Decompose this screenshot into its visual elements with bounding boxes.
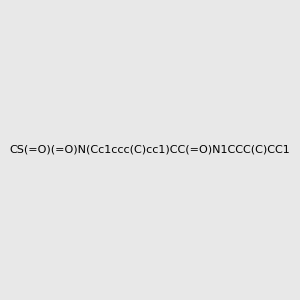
Text: CS(=O)(=O)N(Cc1ccc(C)cc1)CC(=O)N1CCC(C)CC1: CS(=O)(=O)N(Cc1ccc(C)cc1)CC(=O)N1CCC(C)C…	[10, 145, 290, 155]
